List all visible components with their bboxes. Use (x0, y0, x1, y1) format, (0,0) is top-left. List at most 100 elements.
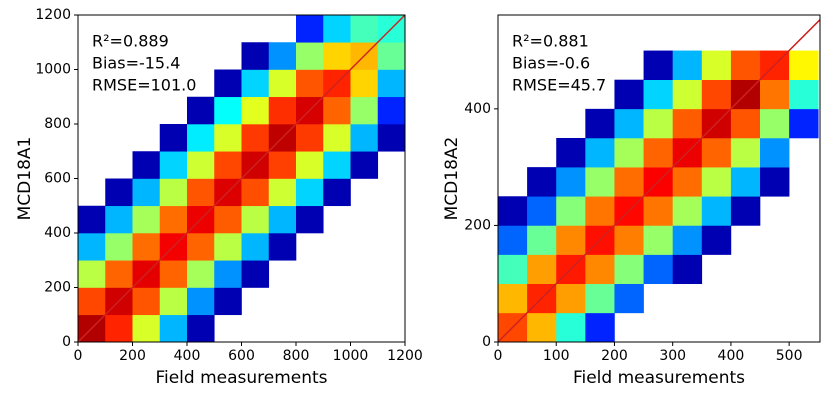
hist-cell (187, 15, 215, 43)
hist-cell (643, 196, 673, 226)
x-axis-label: Field measurements (573, 368, 745, 388)
hist-cell (241, 42, 270, 70)
hist-cell (730, 167, 761, 197)
hist-cell (350, 69, 379, 98)
hist-cell (498, 167, 527, 196)
hist-cell (789, 284, 818, 313)
hist-cell (187, 178, 215, 207)
x-tick-label: 500 (776, 348, 803, 364)
x-tick-label: 0 (74, 348, 83, 364)
hist-cell (323, 151, 351, 179)
hist-cell (133, 97, 161, 125)
hist-cell (644, 313, 673, 342)
hist-cell (160, 97, 188, 125)
hist-cell (701, 167, 732, 197)
y-axis-label: MCD18A2 (442, 137, 462, 221)
hist-cell (187, 233, 215, 261)
hist-cell (556, 167, 586, 197)
hist-cell (585, 108, 615, 139)
x-tick-label: 200 (119, 348, 146, 364)
hist-cell (585, 254, 615, 285)
hist-cell (78, 287, 106, 316)
hist-cell (585, 312, 615, 343)
y-tick-label: 200 (464, 217, 491, 233)
hist-cell (159, 151, 188, 179)
hist-cell (105, 151, 133, 179)
hist-cell (701, 196, 732, 226)
hist-cell (789, 167, 818, 196)
hist-cell (556, 109, 585, 138)
hist-cell (296, 315, 324, 343)
hist-cell (585, 167, 615, 197)
hist-cell (498, 109, 527, 138)
hist-cell (351, 233, 379, 261)
x-tick-label: 400 (174, 348, 201, 364)
hist-cell (672, 196, 703, 226)
hist-cell (760, 313, 789, 342)
hist-cell (132, 178, 161, 207)
x-tick-label: 1200 (387, 348, 423, 364)
hist-cell (241, 233, 270, 261)
hist-cell (214, 315, 242, 343)
hist-cell (498, 196, 528, 226)
y-tick-label: 1200 (35, 7, 71, 23)
hist-cell (556, 196, 586, 226)
hist-cell (350, 124, 379, 152)
hist-cell (527, 167, 557, 197)
hist-cell (296, 124, 324, 152)
hist-cell (269, 288, 297, 316)
hist-cell (643, 50, 673, 81)
hist-cell (585, 137, 615, 168)
hist-cell (241, 96, 270, 125)
hist-cell (214, 96, 242, 125)
stat-annotation: Bias=-15.4 (92, 54, 180, 73)
hist-cell (132, 314, 161, 343)
hist-cell (105, 233, 133, 261)
x-tick-label: 200 (601, 348, 628, 364)
hist-cell (159, 260, 188, 288)
hist-cell (323, 96, 351, 125)
hist-cell (242, 288, 270, 316)
hist-cell (377, 96, 406, 125)
hist-cell (241, 69, 270, 98)
hist-cell (132, 151, 161, 179)
y-tick-label: 200 (44, 280, 71, 296)
hist-cell (351, 179, 379, 207)
hist-cell (614, 51, 643, 80)
hist-cell (614, 254, 644, 285)
one-to-one-line (77, 14, 406, 343)
hist-cell (498, 254, 528, 285)
hist-cell (323, 315, 351, 343)
hist-cell (350, 15, 379, 43)
hist-cell (323, 124, 351, 152)
hist-cell (268, 151, 297, 179)
hist-cell (378, 315, 406, 343)
hist-cell (760, 225, 789, 254)
hist-cell (556, 137, 586, 168)
hist-cell (585, 283, 615, 314)
one-to-one-line (497, 19, 821, 343)
hist-cell (702, 255, 731, 284)
hist-cell (527, 254, 557, 285)
hist-cell (378, 206, 406, 234)
x-axis-label: Field measurements (155, 368, 327, 388)
y-tick-label: 600 (44, 171, 71, 187)
hist-cell (556, 283, 586, 314)
hist-cell (187, 96, 215, 125)
hist-cell (614, 225, 644, 255)
hist-cell (296, 178, 324, 207)
hist-cell (78, 97, 106, 125)
hist-cell (377, 124, 406, 152)
hist-cell (105, 97, 133, 125)
stat-annotation: RMSE=101.0 (92, 76, 196, 95)
hist-cell (350, 151, 379, 179)
hist-cell (527, 109, 556, 138)
hist-cell (268, 205, 297, 234)
hist-cell (214, 260, 242, 288)
hist-cell (498, 225, 528, 255)
hist-cell (760, 108, 790, 139)
hist-cell (672, 167, 703, 197)
y-axis-label: MCD18A1 (15, 137, 35, 221)
hist-cell (241, 178, 270, 207)
